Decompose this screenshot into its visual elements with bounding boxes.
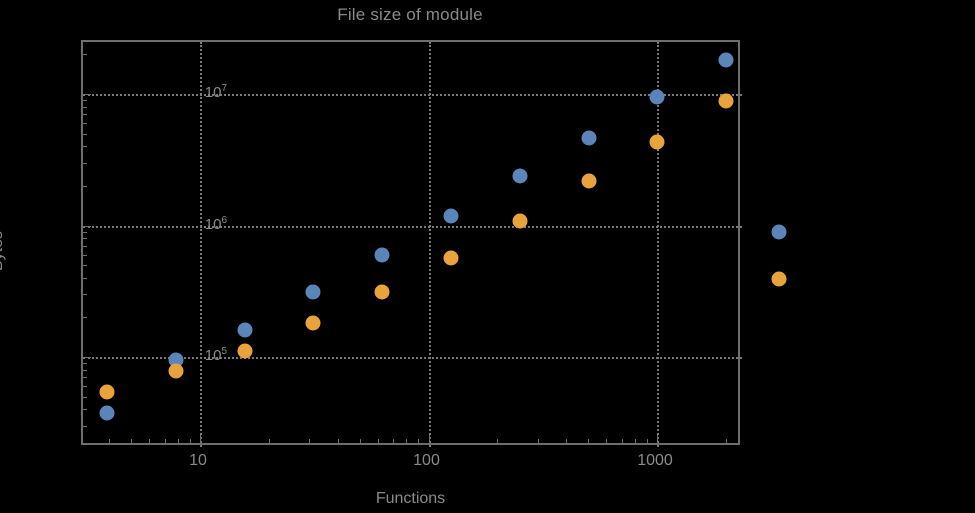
data-point-marker[interactable]	[305, 315, 321, 331]
y-axis-minor-tick	[83, 265, 87, 267]
y-axis-minor-tick	[83, 114, 87, 116]
x-axis-minor-tick	[725, 439, 727, 443]
x-axis-minor-tick	[109, 439, 111, 443]
x-axis-minor-tick	[634, 439, 636, 443]
y-axis-minor-tick	[83, 184, 87, 185]
x-tick-label: 1000	[637, 452, 673, 469]
data-point-marker[interactable]	[649, 89, 665, 105]
data-point-marker[interactable]	[512, 213, 528, 229]
y-gridline	[83, 225, 742, 228]
data-point-marker[interactable]	[443, 208, 459, 224]
y-axis-minor-tick	[83, 369, 87, 371]
x-axis-minor-tick	[377, 439, 379, 443]
y-axis-minor-tick	[83, 133, 87, 135]
y-tick-label: 106	[204, 214, 227, 233]
y-axis-minor-tick	[83, 100, 87, 102]
x-axis-tick	[83, 58, 84, 66]
x-axis-minor-tick	[309, 439, 311, 443]
y-axis-minor-tick	[83, 54, 87, 56]
data-point-marker[interactable]	[237, 322, 253, 338]
x-axis-tick	[83, 42, 84, 50]
data-point-marker[interactable]	[512, 168, 528, 184]
y-axis-minor-tick	[83, 231, 87, 233]
x-axis-minor-tick	[646, 439, 648, 443]
y-axis-minor-tick	[83, 123, 87, 125]
y-axis-minor-tick	[83, 162, 87, 164]
x-axis-title: Functions	[375, 490, 446, 507]
y-axis-minor-tick	[83, 245, 87, 247]
x-axis-minor-tick	[149, 439, 151, 443]
x-axis-minor-tick	[497, 439, 499, 443]
x-axis-minor-tick	[164, 439, 166, 443]
x-axis-minor-tick	[566, 439, 568, 443]
chart-title: File size of module	[337, 5, 483, 24]
y-axis-minor-tick	[83, 317, 87, 319]
x-axis-minor-tick	[359, 439, 361, 443]
y-axis-tick	[83, 357, 91, 358]
x-axis-tick	[200, 435, 201, 443]
data-point-marker[interactable]	[168, 363, 184, 379]
data-point-marker[interactable]	[718, 93, 734, 109]
outlier-point-marker[interactable]	[771, 271, 787, 287]
y-axis-minor-tick	[83, 238, 87, 240]
plot-frame	[81, 40, 742, 447]
data-point-marker[interactable]	[581, 173, 597, 189]
x-axis-minor-tick	[537, 439, 539, 443]
x-axis-minor-tick	[268, 439, 270, 443]
data-point-marker[interactable]	[99, 405, 115, 421]
x-tick-label: 10	[189, 452, 207, 469]
y-axis-minor-tick	[83, 377, 87, 379]
data-point-marker[interactable]	[99, 384, 115, 400]
data-point-marker[interactable]	[374, 247, 390, 263]
y-axis-minor-tick	[83, 409, 87, 411]
y-axis-minor-tick	[83, 254, 87, 256]
y-axis-minor-tick	[83, 294, 87, 296]
y-axis-tick	[83, 225, 91, 227]
y-gridline	[83, 94, 742, 96]
x-axis-minor-tick	[393, 439, 395, 443]
x-axis-tick	[428, 435, 430, 443]
x-tick-label: 100	[413, 452, 440, 469]
data-point-marker[interactable]	[237, 343, 253, 359]
x-axis-minor-tick	[406, 439, 408, 443]
x-gridline	[657, 42, 659, 447]
x-axis-minor-tick	[621, 439, 623, 443]
y-gridline	[83, 357, 742, 359]
y-axis-minor-tick	[83, 425, 87, 427]
y-axis-minor-tick	[83, 185, 87, 187]
y-tick-label: 105	[204, 346, 227, 364]
y-axis-minor-tick	[83, 363, 87, 365]
x-axis-minor-tick	[189, 439, 191, 443]
data-point-marker[interactable]	[649, 134, 665, 150]
x-axis-minor-tick	[131, 439, 133, 443]
data-point-marker[interactable]	[718, 52, 734, 68]
data-point-marker[interactable]	[581, 130, 597, 146]
y-axis-tick	[83, 94, 91, 95]
data-point-marker[interactable]	[305, 284, 321, 300]
y-axis-title: Bytes	[0, 231, 7, 272]
y-axis-minor-tick	[83, 146, 87, 148]
x-axis-minor-tick	[606, 439, 608, 443]
data-point-marker[interactable]	[168, 352, 184, 368]
x-axis-minor-tick	[177, 439, 179, 443]
x-axis-tick	[657, 435, 658, 443]
y-axis-minor-tick	[83, 277, 87, 279]
x-axis-minor-tick	[337, 439, 339, 443]
data-point-marker[interactable]	[443, 250, 459, 266]
y-axis-minor-tick	[83, 396, 87, 398]
x-axis-minor-tick	[418, 439, 420, 443]
data-point-marker[interactable]	[374, 284, 390, 300]
x-axis-minor-tick	[588, 439, 590, 443]
y-axis-minor-tick	[83, 106, 87, 108]
x-gridline	[200, 42, 202, 447]
y-axis-minor-tick	[83, 386, 87, 388]
y-tick-label: 107	[204, 83, 227, 101]
x-gridline	[428, 42, 431, 447]
outlier-point-marker[interactable]	[771, 224, 787, 240]
